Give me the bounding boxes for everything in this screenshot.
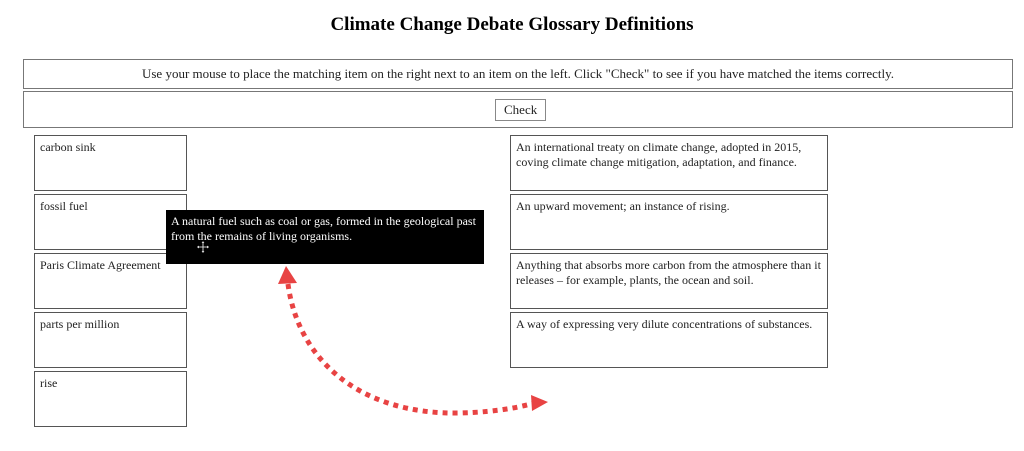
move-cursor-icon: [196, 240, 210, 254]
arrow-head-right: [531, 395, 548, 411]
curved-arrow-path: [285, 283, 539, 416]
arrow-head-top: [278, 266, 297, 284]
dragged-definition-item[interactable]: A natural fuel such as coal or gas, form…: [166, 210, 484, 264]
definition-item-upward-movement[interactable]: An upward movement; an instance of risin…: [510, 194, 828, 250]
term-item-parts-per-million[interactable]: parts per million: [34, 312, 187, 368]
check-button[interactable]: Check: [495, 99, 547, 121]
page-title: Climate Change Debate Glossary Definitio…: [330, 14, 694, 35]
definition-item-absorbs-carbon[interactable]: Anything that absorbs more carbon from t…: [510, 253, 828, 309]
term-item-carbon-sink[interactable]: carbon sink: [34, 135, 187, 191]
check-bar: Check: [23, 91, 1013, 128]
term-item-paris-climate-agreement[interactable]: Paris Climate Agreement: [34, 253, 187, 309]
term-item-fossil-fuel[interactable]: fossil fuel: [34, 194, 187, 250]
term-item-rise[interactable]: rise: [34, 371, 187, 427]
definition-item-treaty[interactable]: An international treaty on climate chang…: [510, 135, 828, 191]
instructions-text: Use your mouse to place the matching ite…: [23, 59, 1013, 89]
definition-item-dilute-concentrations[interactable]: A way of expressing very dilute concentr…: [510, 312, 828, 368]
